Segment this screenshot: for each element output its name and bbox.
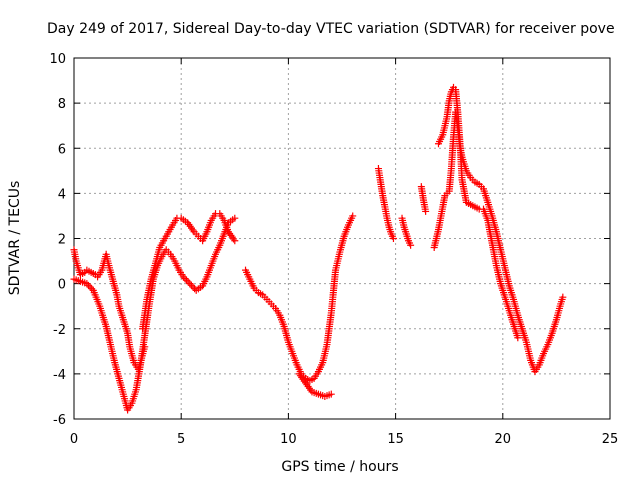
- data-point-interp: [88, 285, 96, 293]
- x-tick-label: 25: [602, 432, 619, 447]
- x-tick-label: 5: [177, 432, 185, 447]
- y-tick-label: -4: [53, 368, 66, 383]
- data-point: [83, 280, 91, 288]
- data-point: [231, 237, 239, 245]
- data-point: [422, 207, 430, 215]
- data-markers: [70, 83, 567, 414]
- y-tick-label: 8: [58, 97, 66, 112]
- data-point-interp: [181, 275, 189, 283]
- data-point: [559, 293, 567, 301]
- chart-title: Day 249 of 2017, Sidereal Day-to-day VTE…: [47, 21, 615, 37]
- series-track-E: [295, 370, 335, 400]
- y-tick-label: -6: [53, 413, 66, 428]
- data-point-interp: [84, 281, 92, 289]
- y-tick-label: -2: [53, 323, 66, 338]
- x-tick-label: 0: [70, 432, 78, 447]
- x-tick-label: 20: [495, 432, 512, 447]
- x-axis-title: GPS time / hours: [281, 459, 398, 475]
- x-tick-labels: 0 5 10 15 20 25: [70, 432, 618, 447]
- series-track-D: [242, 212, 357, 385]
- data-point: [231, 214, 239, 222]
- series-track-C: [139, 210, 239, 333]
- data-point: [327, 390, 335, 398]
- y-tick-label: 10: [49, 52, 66, 67]
- y-tick-label: 2: [58, 233, 66, 248]
- data-point: [514, 334, 522, 342]
- data-point-interp: [184, 278, 192, 286]
- data-point-interp: [189, 283, 197, 291]
- series-track-G: [398, 214, 415, 249]
- data-point-interp: [187, 281, 195, 289]
- y-tick-labels: -6 -4 -2 0 2 4 6 8 10: [49, 52, 66, 428]
- data-point: [349, 212, 357, 220]
- y-tick-label: 0: [58, 278, 66, 293]
- axis-ticks: [73, 57, 611, 420]
- y-axis-title: SDTVAR / TECUs: [7, 181, 23, 296]
- y-tick-label: 6: [58, 142, 66, 157]
- data-point: [389, 235, 397, 242]
- data-point: [179, 273, 187, 281]
- series-track-B: [70, 214, 239, 414]
- series-track-H: [417, 183, 430, 215]
- series-track-F: [374, 165, 397, 242]
- data-point-interp: [183, 276, 191, 284]
- series-track-I: [430, 108, 567, 376]
- series-track-J: [434, 83, 522, 342]
- x-tick-label: 15: [387, 432, 404, 447]
- data-point: [186, 280, 194, 288]
- data-point: [407, 241, 415, 249]
- x-tick-label: 10: [280, 432, 297, 447]
- data-point-interp: [86, 283, 94, 291]
- y-tick-label: 4: [58, 187, 66, 202]
